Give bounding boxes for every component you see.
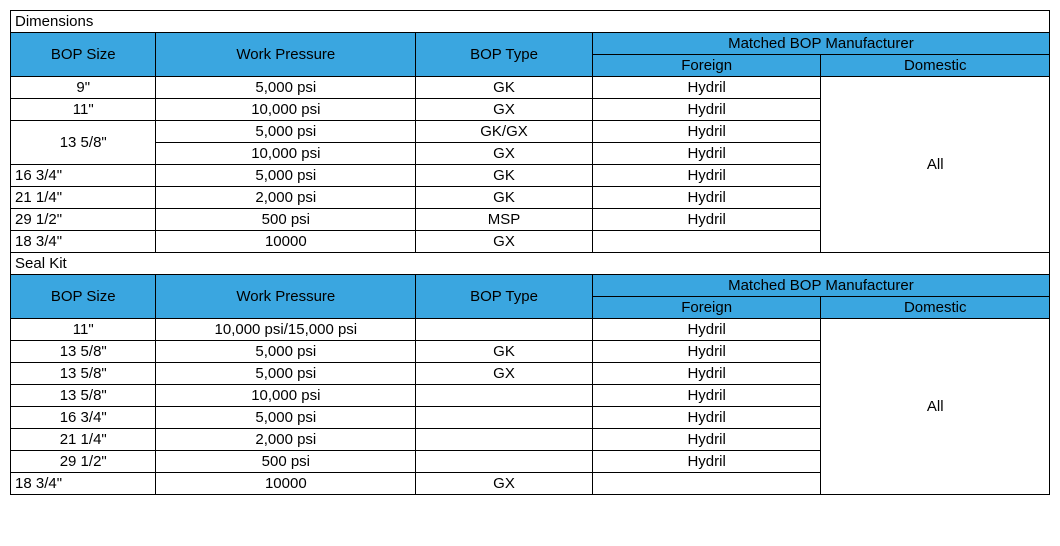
cell-foreign: Hydril xyxy=(592,121,821,143)
cell-work-pressure: 5,000 psi xyxy=(156,121,416,143)
cell-work-pressure: 500 psi xyxy=(156,209,416,231)
cell-foreign: Hydril xyxy=(592,209,821,231)
dimensions-header-row-1: BOP SizeWork PressureBOP TypeMatched BOP… xyxy=(11,33,1050,55)
hdr-work-pressure: Work Pressure xyxy=(156,275,416,319)
bop-spec-table: DimensionsBOP SizeWork PressureBOP TypeM… xyxy=(10,10,1050,495)
hdr-bop-size: BOP Size xyxy=(11,275,156,319)
cell-foreign: Hydril xyxy=(592,407,821,429)
cell-bop-type: GK/GX xyxy=(416,121,593,143)
sealkit-header-row-1: BOP SizeWork PressureBOP TypeMatched BOP… xyxy=(11,275,1050,297)
cell-bop-type xyxy=(416,319,593,341)
cell-work-pressure: 10,000 psi xyxy=(156,99,416,121)
cell-foreign: Hydril xyxy=(592,143,821,165)
cell-bop-size: 18 3/4" xyxy=(11,473,156,495)
hdr-bop-type: BOP Type xyxy=(416,33,593,77)
cell-bop-size: 16 3/4" xyxy=(11,165,156,187)
cell-work-pressure: 5,000 psi xyxy=(156,77,416,99)
cell-foreign: Hydril xyxy=(592,187,821,209)
hdr-foreign: Foreign xyxy=(592,297,821,319)
hdr-matched-mfr: Matched BOP Manufacturer xyxy=(592,275,1049,297)
cell-work-pressure: 5,000 psi xyxy=(156,165,416,187)
cell-bop-type: GX xyxy=(416,99,593,121)
cell-work-pressure: 10000 xyxy=(156,473,416,495)
cell-bop-size: 18 3/4" xyxy=(11,231,156,253)
hdr-foreign: Foreign xyxy=(592,55,821,77)
cell-bop-size: 11" xyxy=(11,319,156,341)
cell-bop-type: GX xyxy=(416,143,593,165)
hdr-domestic: Domestic xyxy=(821,297,1050,319)
sealkit-title-row: Seal Kit xyxy=(11,253,1050,275)
cell-work-pressure: 5,000 psi xyxy=(156,407,416,429)
dimensions-title: Dimensions xyxy=(11,11,1050,33)
cell-bop-type: GX xyxy=(416,363,593,385)
cell-foreign: Hydril xyxy=(592,99,821,121)
cell-bop-type: GK xyxy=(416,165,593,187)
hdr-domestic: Domestic xyxy=(821,55,1050,77)
cell-bop-size: 13 5/8" xyxy=(11,363,156,385)
cell-work-pressure: 10,000 psi xyxy=(156,385,416,407)
cell-bop-size: 21 1/4" xyxy=(11,187,156,209)
cell-foreign xyxy=(592,231,821,253)
hdr-work-pressure: Work Pressure xyxy=(156,33,416,77)
cell-bop-size: 16 3/4" xyxy=(11,407,156,429)
cell-bop-type: GK xyxy=(416,187,593,209)
cell-bop-type: GX xyxy=(416,231,593,253)
cell-bop-size: 13 5/8" xyxy=(11,341,156,363)
cell-work-pressure: 10,000 psi/15,000 psi xyxy=(156,319,416,341)
cell-bop-size: 13 5/8" xyxy=(11,385,156,407)
cell-work-pressure: 5,000 psi xyxy=(156,363,416,385)
cell-foreign: Hydril xyxy=(592,363,821,385)
cell-foreign: Hydril xyxy=(592,429,821,451)
dimensions-row: 9"5,000 psiGKHydrilAll xyxy=(11,77,1050,99)
cell-domestic-merged: All xyxy=(821,319,1050,495)
cell-work-pressure: 10000 xyxy=(156,231,416,253)
hdr-bop-type: BOP Type xyxy=(416,275,593,319)
cell-bop-size: 29 1/2" xyxy=(11,209,156,231)
cell-work-pressure: 10,000 psi xyxy=(156,143,416,165)
cell-foreign: Hydril xyxy=(592,451,821,473)
dimensions-title-row: Dimensions xyxy=(11,11,1050,33)
hdr-bop-size: BOP Size xyxy=(11,33,156,77)
hdr-matched-mfr: Matched BOP Manufacturer xyxy=(592,33,1049,55)
cell-work-pressure: 2,000 psi xyxy=(156,429,416,451)
cell-work-pressure: 5,000 psi xyxy=(156,341,416,363)
cell-bop-type: MSP xyxy=(416,209,593,231)
sealkit-row: 11"10,000 psi/15,000 psiHydrilAll xyxy=(11,319,1050,341)
cell-foreign: Hydril xyxy=(592,165,821,187)
cell-bop-size: 11" xyxy=(11,99,156,121)
cell-domestic-merged: All xyxy=(821,77,1050,253)
cell-foreign: Hydril xyxy=(592,77,821,99)
cell-bop-type: GK xyxy=(416,341,593,363)
cell-foreign: Hydril xyxy=(592,319,821,341)
cell-bop-size: 21 1/4" xyxy=(11,429,156,451)
cell-bop-type: GK xyxy=(416,77,593,99)
cell-bop-type xyxy=(416,385,593,407)
cell-foreign: Hydril xyxy=(592,385,821,407)
cell-work-pressure: 2,000 psi xyxy=(156,187,416,209)
cell-foreign xyxy=(592,473,821,495)
cell-bop-size: 9" xyxy=(11,77,156,99)
sealkit-title: Seal Kit xyxy=(11,253,1050,275)
cell-bop-type: GX xyxy=(416,473,593,495)
cell-foreign: Hydril xyxy=(592,341,821,363)
cell-bop-size: 13 5/8" xyxy=(11,121,156,165)
cell-bop-type xyxy=(416,407,593,429)
cell-work-pressure: 500 psi xyxy=(156,451,416,473)
cell-bop-type xyxy=(416,429,593,451)
cell-bop-size: 29 1/2" xyxy=(11,451,156,473)
cell-bop-type xyxy=(416,451,593,473)
